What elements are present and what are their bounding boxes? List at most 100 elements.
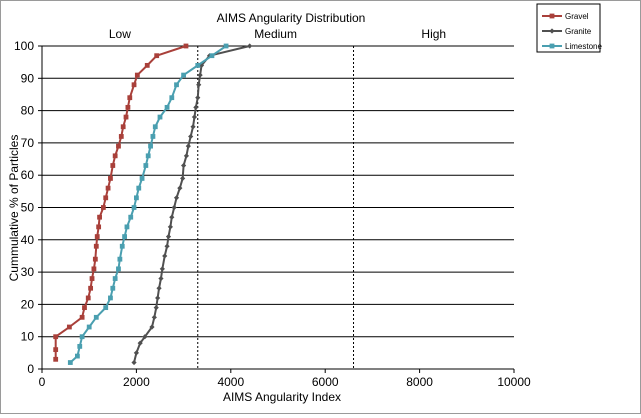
data-point-limestone (117, 256, 123, 262)
data-point-gravel (79, 314, 85, 320)
legend-box (536, 3, 601, 53)
data-point-gravel (118, 134, 124, 139)
data-point-gravel (85, 295, 91, 301)
data-point-gravel (120, 124, 126, 130)
data-point-granite (193, 104, 199, 110)
y-tick-label: 40 (21, 233, 35, 247)
data-point-granite (137, 340, 143, 346)
data-point-limestone (164, 104, 170, 110)
data-point-limestone (195, 62, 201, 68)
legend-marker-gravel (549, 13, 555, 19)
y-tick-label: 30 (21, 265, 35, 279)
data-point-granite (165, 233, 172, 240)
data-point-granite (164, 243, 170, 249)
data-point-granite (156, 285, 162, 291)
data-point-gravel (96, 224, 102, 230)
data-point-limestone (119, 243, 125, 249)
x-tick-label: 4000 (217, 375, 244, 389)
data-point-gravel (105, 185, 111, 191)
data-point-gravel (88, 285, 94, 291)
axes: 0 10 20 30 40 50 60 70 80 90 100 0 2000 4000 6000 8000 1… (14, 39, 531, 389)
data-point-limestone (169, 95, 175, 101)
data-point-gravel (53, 334, 59, 340)
data-point-granite (153, 305, 159, 311)
data-point-granite (183, 153, 190, 159)
data-point-gravel (131, 82, 137, 88)
series-limestone (67, 43, 229, 365)
data-point-gravel (93, 243, 99, 249)
legend-marker-limestone (549, 43, 555, 49)
data-point-granite (195, 95, 201, 101)
data-point-granite (173, 195, 180, 201)
data-point-granite (190, 124, 196, 130)
data-point-gravel (110, 163, 116, 168)
data-point-limestone (157, 114, 163, 120)
data-point-limestone (86, 324, 92, 330)
data-point-limestone (124, 224, 130, 230)
y-tick-label: 90 (21, 71, 35, 85)
data-point-limestone (134, 195, 139, 201)
data-point-limestone (77, 343, 83, 349)
data-point-granite (247, 43, 253, 49)
data-point-gravel (89, 276, 95, 281)
data-point-gravel (127, 95, 133, 101)
data-point-granite (162, 253, 168, 259)
data-point-limestone (67, 360, 73, 365)
data-point-granite (196, 82, 202, 88)
data-point-granite (142, 334, 148, 340)
data-point-limestone (209, 53, 215, 59)
data-point-gravel (183, 43, 189, 49)
y-tick-label: 10 (21, 330, 35, 344)
data-point-gravel (103, 195, 109, 201)
x-axis-title: AIMS Angularity Index (223, 390, 341, 404)
data-point-gravel (92, 256, 98, 262)
legend-marker-granite (549, 28, 555, 34)
y-tick-label: 20 (21, 297, 35, 311)
data-point-limestone (150, 134, 156, 139)
series-group (53, 43, 253, 366)
y-tick-label: 70 (21, 136, 35, 150)
data-point-limestone (75, 353, 80, 359)
x-tick-label: 0 (39, 375, 46, 389)
x-tick-label: 10000 (497, 375, 531, 389)
data-point-granite (171, 204, 177, 211)
data-point-gravel (100, 205, 106, 210)
data-point-gravel (94, 234, 100, 239)
data-point-granite (197, 72, 203, 78)
series-gravel (53, 43, 189, 362)
y-tick-label: 50 (21, 201, 35, 215)
data-point-granite (155, 295, 161, 301)
data-point-gravel (82, 305, 87, 311)
data-point-limestone (79, 334, 85, 340)
data-point-limestone (143, 163, 149, 168)
data-point-granite (169, 214, 175, 220)
data-point-limestone (136, 185, 142, 191)
data-point-limestone (145, 153, 151, 159)
data-point-granite (149, 324, 155, 330)
chart-title: AIMS Angularity Distribution (217, 11, 366, 25)
data-point-granite (151, 314, 157, 320)
data-point-gravel (125, 104, 131, 110)
data-point-limestone (223, 43, 229, 49)
data-point-gravel (97, 214, 102, 220)
data-point-granite (181, 162, 187, 169)
data-point-gravel (53, 347, 59, 353)
data-point-limestone (131, 205, 137, 210)
data-point-gravel (108, 176, 113, 181)
data-point-gravel (154, 53, 160, 59)
data-point-limestone (110, 285, 116, 291)
data-point-limestone (148, 143, 153, 149)
y-tick-label: 80 (21, 104, 35, 118)
legend: Gravel Granite Limestone (536, 3, 602, 53)
y-axis-title: Cummulative % of Particles (7, 135, 21, 282)
data-point-limestone (103, 305, 109, 311)
data-point-gravel (116, 143, 121, 149)
region-label-high: High (421, 27, 446, 41)
data-point-limestone (116, 266, 121, 272)
data-point-limestone (122, 234, 127, 239)
data-point-granite (180, 175, 186, 182)
data-point-limestone (139, 176, 145, 181)
data-point-limestone (128, 214, 134, 220)
region-label-low: Low (109, 27, 131, 41)
